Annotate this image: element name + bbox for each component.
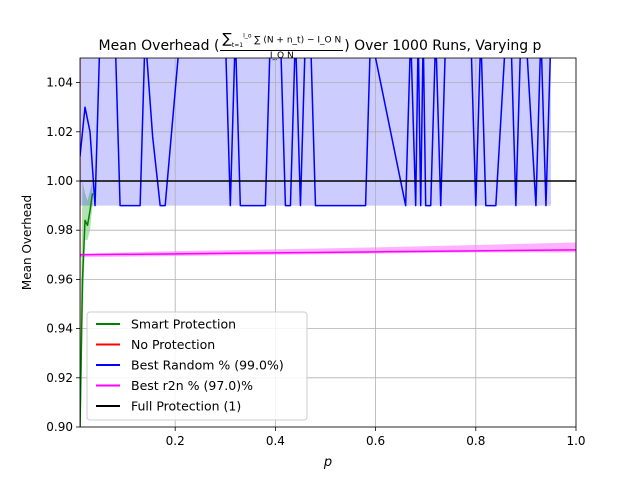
x-tick-label-1: 0.4: [266, 434, 285, 448]
y-tick-label-6: 1.02: [46, 125, 73, 139]
x-tick-label-3: 0.8: [466, 434, 485, 448]
legend-box: [86, 311, 308, 421]
lines-layer: [80, 58, 576, 427]
x-axis-label: p: [323, 455, 332, 470]
y-axis-label: Mean Overhead: [20, 195, 34, 290]
x-tick-label-4: 1.0: [566, 434, 585, 448]
chart-title: Mean Overhead (∑t=1I_o ∑ (N + n_t) − I_O…: [98, 30, 542, 62]
series-line-2: [80, 58, 551, 207]
title-fraction: ∑t=1I_o ∑ (N + n_t) − I_O N I_O N: [220, 30, 344, 62]
legend-label-1: No Protection: [131, 337, 215, 352]
band-0: [80, 181, 93, 427]
y-tick-label-0: 0.90: [46, 420, 73, 434]
axes-layer: 0.2 0.4 0.6 0.8 1.0 0.90 0.92 0.94 0.96 0.98 1.00 1…: [20, 57, 586, 470]
y-tick-label-1: 0.92: [46, 371, 73, 385]
legend: Smart Protection No Protection Best Random…: [86, 311, 308, 421]
plot-frame: [79, 57, 577, 428]
y-tick-label-5: 1.00: [46, 174, 73, 188]
legend-label-2: Best Random % (99.0%): [131, 358, 284, 373]
legend-label-0: Smart Protection: [131, 317, 236, 332]
series-line-0: [80, 193, 94, 427]
x-tick-label-0: 0.2: [166, 434, 185, 448]
y-tick-label-2: 0.94: [46, 322, 73, 336]
series-line-3: [80, 249, 576, 256]
y-tick-label-3: 0.96: [46, 272, 73, 286]
y-tick-label-4: 0.98: [46, 223, 73, 237]
x-tick-label-2: 0.6: [366, 434, 385, 448]
y-tick-label-7: 1.04: [46, 76, 73, 90]
legend-label-3: Best r2n % (97.0)%: [131, 378, 253, 393]
legend-label-4: Full Protection (1): [131, 399, 241, 414]
